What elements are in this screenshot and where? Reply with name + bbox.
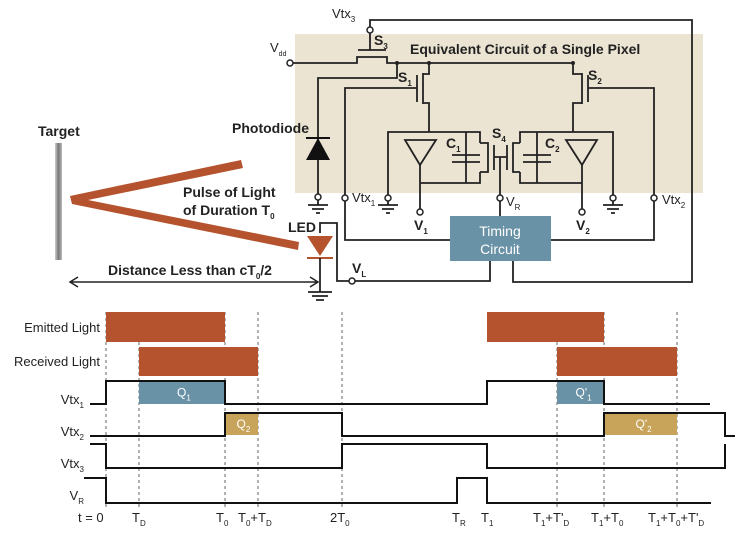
capacitor-c1-icon <box>452 154 480 163</box>
s1-transistor <box>344 63 430 195</box>
vr-label: VR <box>506 194 521 212</box>
ground-icon <box>603 201 623 214</box>
terminal <box>314 193 322 201</box>
charge-q1 <box>139 381 225 404</box>
s2-transistor <box>572 63 655 195</box>
vtx2-terminal <box>650 194 658 202</box>
charge-q1-prime <box>557 381 604 404</box>
emitted-light-pulse <box>106 312 225 342</box>
row-label: Vtx3 <box>61 456 85 474</box>
target-surface <box>55 143 62 260</box>
amplifier-1-icon <box>403 139 438 167</box>
v2-label: V2 <box>576 217 590 236</box>
row-label: Emitted Light <box>24 320 100 335</box>
vl-label: VL <box>352 260 366 279</box>
pulse-duration-label: of Duration T0 <box>183 202 275 221</box>
time-tick-label: T1+T'D <box>533 510 569 528</box>
vdd-terminal <box>286 59 294 67</box>
time-tick-label: T1+T0 <box>591 510 624 528</box>
time-tick-label: T0+TD <box>238 510 272 528</box>
terminal <box>609 194 617 202</box>
vtx1-label: Vtx1 <box>352 190 376 208</box>
time-tick-label: TD <box>132 510 146 528</box>
time-tick-label: T1 <box>481 510 494 528</box>
photodiode-icon <box>306 138 330 160</box>
timing-circuit-label: Timing <box>479 223 521 239</box>
vtx1-signal <box>90 380 710 405</box>
row-label: Vtx1 <box>61 392 85 410</box>
light-pulse-beam <box>70 160 299 250</box>
capacitor-c2-icon <box>523 154 551 163</box>
led-label: LED <box>288 219 316 235</box>
s2-label: S2 <box>588 67 602 86</box>
s4-label: S4 <box>492 125 506 144</box>
vr-terminal <box>496 194 504 202</box>
circuit-title: Equivalent Circuit of a Single Pixel <box>410 41 640 57</box>
v1-label: V1 <box>414 217 428 236</box>
distance-arrow <box>68 276 320 288</box>
vr-signal <box>84 477 711 504</box>
c2-label: C2 <box>545 135 560 154</box>
ground-icon <box>308 291 332 301</box>
s3-label: S3 <box>374 32 388 51</box>
timing-circuit-label-2: Circuit <box>480 241 520 257</box>
time-tick-label: t = 0 <box>78 510 104 525</box>
timing-circuit-block <box>450 216 551 261</box>
vtx3-signal <box>90 443 726 469</box>
received-light-pulse <box>139 347 258 376</box>
row-label: Received Light <box>14 354 100 369</box>
vtx2-wire <box>551 201 655 241</box>
received-light-pulse <box>557 347 677 376</box>
v2-terminal <box>578 208 586 216</box>
vtx1-terminal <box>341 194 349 202</box>
right-readout-wires <box>519 131 614 209</box>
ground-icon <box>308 200 328 214</box>
emitted-light-pulse <box>487 312 604 342</box>
time-tick-label: TR <box>452 510 466 528</box>
s1-label: S1 <box>398 69 412 88</box>
pulse-label: Pulse of Light <box>183 184 276 200</box>
led-icon <box>307 236 333 256</box>
vtx3-terminal <box>366 26 374 34</box>
time-tick-label: T0 <box>216 510 229 528</box>
target-label: Target <box>38 123 80 139</box>
row-label: VR <box>70 488 85 506</box>
charge-q2-prime <box>604 413 677 435</box>
vtx1-wire <box>344 201 450 241</box>
led-wire <box>319 222 491 282</box>
pixel-circuit-background <box>295 34 703 193</box>
photodiode-label: Photodiode <box>232 120 309 136</box>
charge-q2 <box>225 413 258 435</box>
ground-icon <box>378 201 398 214</box>
distance-label: Distance Less than cT0/2 <box>108 262 272 281</box>
row-label: Vtx2 <box>61 424 85 442</box>
left-readout-wires <box>387 131 481 209</box>
vtx2-signal <box>90 412 735 437</box>
vdd-label: Vdd <box>270 40 287 58</box>
time-tick-label: T1+T0+T'D <box>648 510 704 528</box>
c1-label: C1 <box>446 135 461 154</box>
s3-transistor <box>290 33 573 64</box>
v1-terminal <box>416 208 424 216</box>
vtx3-label: Vtx3 <box>332 6 356 24</box>
vtx2-label: Vtx2 <box>662 192 686 210</box>
s4-transistor <box>480 142 520 195</box>
vtx3-wire <box>369 19 693 283</box>
vl-terminal <box>348 277 356 285</box>
amplifier-2-icon <box>564 139 599 167</box>
time-tick-label: 2T0 <box>330 510 350 528</box>
terminal <box>384 194 392 202</box>
